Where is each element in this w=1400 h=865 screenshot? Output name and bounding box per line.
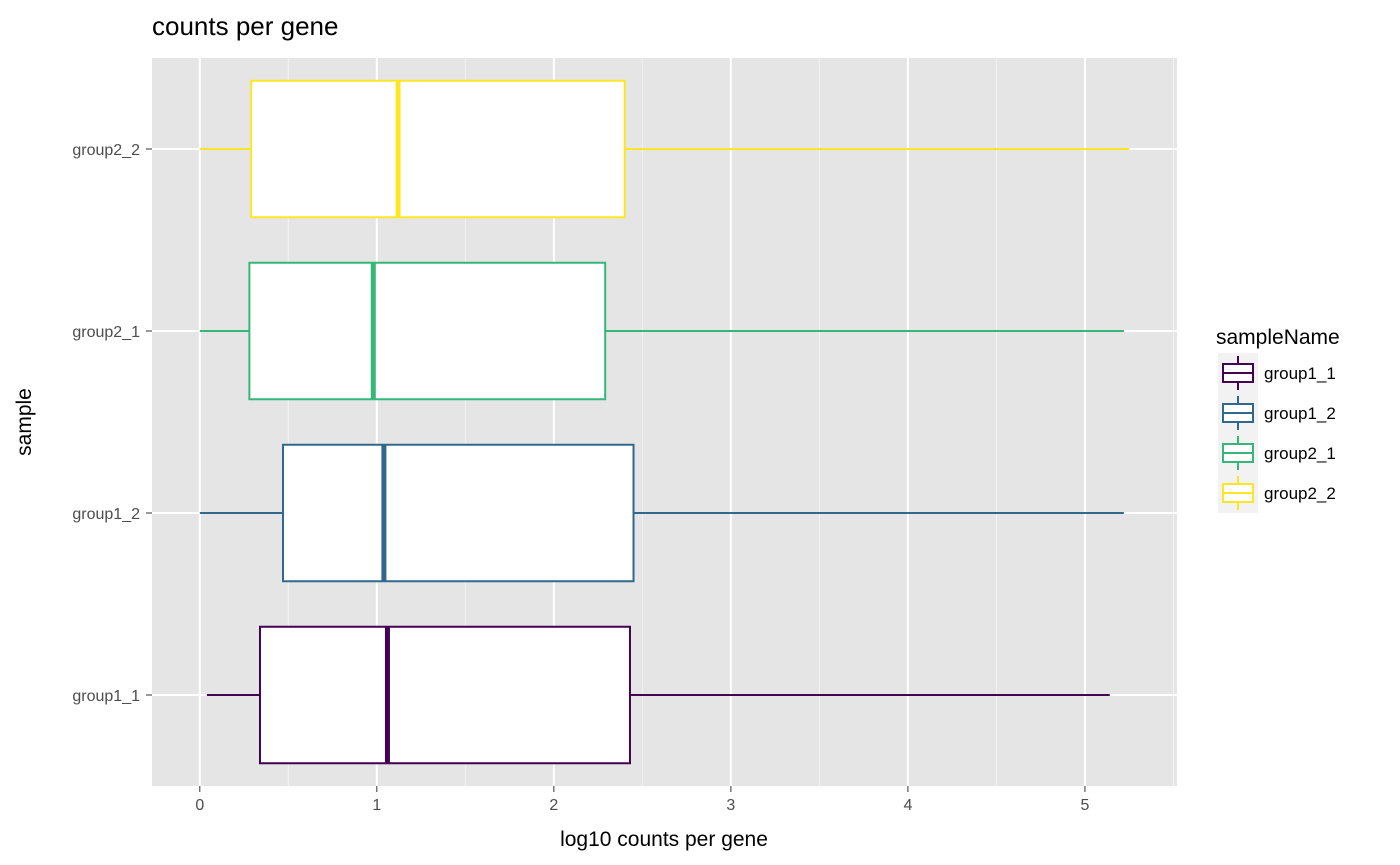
x-tick-label: 2: [549, 797, 558, 814]
y-tick-label: group1_1: [72, 688, 140, 705]
y-tick-label: group1_2: [72, 506, 140, 523]
legend-label: group1_1: [1264, 364, 1336, 383]
x-tick-label: 0: [195, 797, 204, 814]
legend-item-group2_1: group2_1: [1218, 433, 1336, 473]
legend-label: group1_2: [1264, 404, 1336, 423]
x-tick-label: 5: [1080, 797, 1089, 814]
legend-title: sampleName: [1216, 326, 1340, 349]
box-iqr: [248, 261, 607, 401]
y-axis-title: sample: [13, 388, 36, 456]
legend: group1_1 group1_2 group2_1 group2_2: [1218, 353, 1336, 513]
x-tick-label: 4: [903, 797, 912, 814]
box-group2_2: [199, 79, 1130, 219]
legend-label: group2_2: [1264, 484, 1336, 503]
legend-label: group2_1: [1264, 444, 1336, 463]
y-axis: group1_1 group1_2 group2_1 group2_2: [72, 142, 152, 705]
box-iqr: [258, 625, 631, 765]
legend-item-group2_2: group2_2: [1218, 473, 1336, 513]
box-iqr: [282, 443, 635, 583]
box-group2_1: [199, 261, 1124, 401]
box-series: [199, 79, 1130, 765]
x-tick-label: 1: [372, 797, 381, 814]
box-group1_1: [206, 625, 1110, 765]
x-tick-label: 3: [726, 797, 735, 814]
box-iqr: [250, 79, 626, 219]
chart-title: counts per gene: [152, 11, 338, 41]
x-axis: 0 1 2 3 4 5: [195, 786, 1089, 814]
y-tick-label: group2_1: [72, 324, 140, 341]
x-axis-title: log10 counts per gene: [560, 828, 768, 851]
legend-item-group1_2: group1_2: [1218, 393, 1336, 433]
legend-item-group1_1: group1_1: [1218, 353, 1336, 393]
box-group1_2: [199, 443, 1124, 583]
y-tick-label: group2_2: [72, 142, 140, 159]
